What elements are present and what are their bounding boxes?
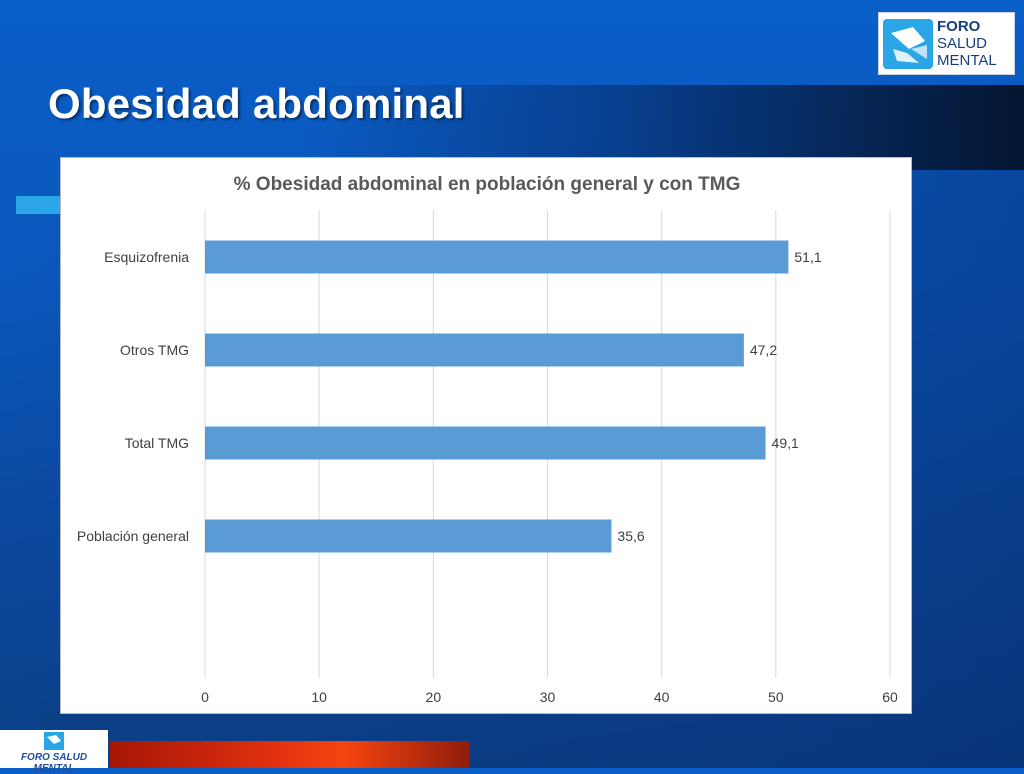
data-label: 49,1	[772, 435, 799, 451]
bar	[205, 426, 766, 460]
category-label: Esquizofrenia	[104, 249, 189, 265]
foro-salud-mental-logo-icon	[883, 19, 933, 74]
x-tick-label: 30	[540, 689, 556, 705]
data-label: 47,2	[750, 342, 777, 358]
x-tick-label: 0	[201, 689, 209, 705]
logo-word-salud: SALUD	[937, 35, 988, 52]
footer-red-bar	[110, 741, 470, 768]
foro-salud-mental-logo-icon	[44, 732, 64, 755]
foro-salud-mental-logo: FORO SALUD MENTAL	[878, 12, 1015, 75]
bar	[205, 519, 612, 553]
x-tick-label: 20	[426, 689, 442, 705]
category-label: Total TMG	[125, 435, 189, 451]
bar-chart: % Obesidad abdominal en población genera…	[77, 174, 898, 705]
slide-title: Obesidad abdominal	[48, 80, 465, 127]
footer-logo: FORO SALUD MENTAL	[0, 730, 108, 774]
x-tick-label: 40	[654, 689, 670, 705]
chart-title: % Obesidad abdominal en población genera…	[234, 174, 741, 195]
category-label: Otros TMG	[120, 342, 189, 358]
data-label: 51,1	[794, 249, 821, 265]
footer-logo-text: FORO SALUD MENTAL	[20, 752, 88, 774]
bar	[205, 333, 744, 367]
chart-container: % Obesidad abdominal en población genera…	[60, 157, 912, 714]
header-dark-band	[300, 85, 1024, 170]
x-tick-label: 50	[768, 689, 784, 705]
x-tick-label: 60	[882, 689, 898, 705]
accent-bar	[16, 196, 64, 214]
data-label: 35,6	[617, 528, 644, 544]
category-label: Población general	[77, 528, 189, 544]
x-tick-label: 10	[311, 689, 327, 705]
bar	[205, 240, 789, 274]
logo-word-foro: FORO	[937, 18, 981, 35]
logo-word-mental: MENTAL	[937, 52, 997, 69]
